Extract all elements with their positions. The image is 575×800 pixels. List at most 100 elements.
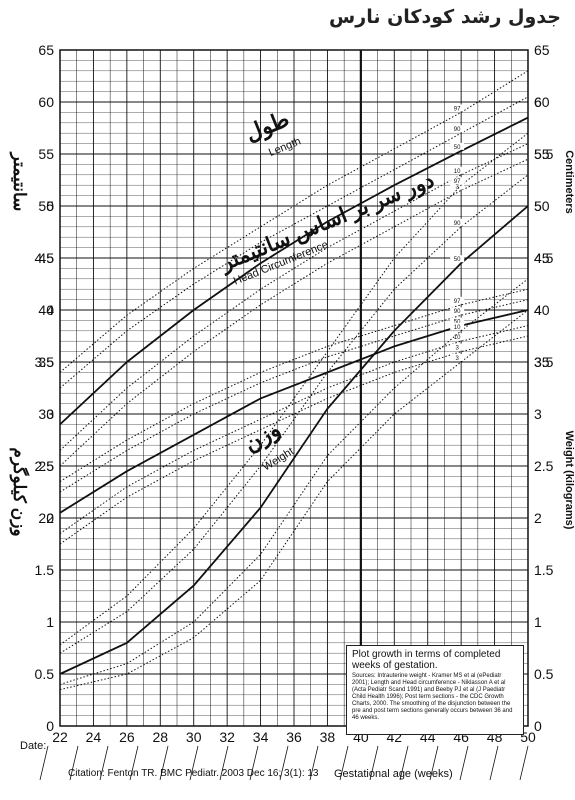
date-slot [429,745,439,781]
y-tick-cm-right: 65 [534,42,550,58]
right-axis-label-cm: Centimeters [563,150,575,214]
curve-weight-p90 [59,174,529,654]
percentile-label-bg [450,307,465,315]
y-tick-cm-left: 50 [38,198,54,214]
y-tick-cm-right: 35 [534,354,550,370]
curve-weight-p50 [59,205,529,675]
percentile-label-bg [450,177,465,185]
date-label: Date: [20,740,47,752]
percentile-label: 10 [454,169,461,175]
curve-length-p50 [59,116,529,426]
percentile-label-bg [450,333,465,341]
percentile-label: 10 [454,325,461,331]
x-tick-label: 30 [186,729,202,745]
x-tick-label: 28 [152,729,168,745]
y-tick-kg-right: 1.5 [534,562,554,578]
y-tick-cm-left: 35 [38,354,54,370]
curve-head-p3 [59,335,529,545]
percentile-label-bg [450,142,465,150]
x-tick-label: 34 [253,729,269,745]
y-tick-cm-left: 45 [38,250,54,266]
x-tick-label: 32 [219,729,235,745]
y-tick-kg-right: 4.5 [534,250,554,266]
y-tick-kg-left: 4 [46,302,54,318]
y-tick-kg-left: 2.5 [35,458,55,474]
percentile-label: 3 [455,346,459,352]
y-tick-cm-right: 60 [534,94,550,110]
date-slot [99,745,109,781]
curve-head-p50 [59,309,529,514]
percentile-label-bg [450,354,465,361]
curve-head-p90 [59,299,529,493]
percentile-label-bg [450,182,465,190]
y-tick-kg-left: 1 [46,614,54,630]
y-tick-kg-right: 2.5 [534,458,554,474]
date-slot [129,745,139,781]
y-tick-kg-right: 2 [534,510,542,526]
percentile-label-bg [450,255,465,263]
percentile-label: 3 [455,356,459,362]
percentile-label: 97 [454,106,461,112]
y-tick-kg-right: 3 [534,406,542,422]
date-slot [339,745,349,781]
percentile-label-bg [450,104,465,112]
percentile-label-bg [450,296,465,304]
y-tick-cm-right: 45 [534,250,550,266]
date-slot [309,745,319,781]
percentile-label-bg [450,125,465,133]
date-slot [39,745,49,781]
y-tick-cm-left: 65 [38,42,54,58]
date-slot [69,745,79,781]
x-tick-label: 50 [520,729,536,745]
y-tick-kg-left: 3 [46,406,54,422]
date-slot [249,745,259,781]
y-tick-cm-left: 25 [38,458,54,474]
y-tick-kg-left: 1.5 [35,562,55,578]
right-axis-label-kg: Weight (kilograms) [563,431,575,530]
left-axis-label-kg: وزن کیلوگرم [9,447,30,536]
y-tick-kg-left: 0.5 [35,666,55,682]
date-slot [399,745,409,781]
y-tick-kg-right: 1 [534,614,542,630]
y-tick-kg-left: 5 [46,198,54,214]
date-slot [279,745,289,781]
y-tick-kg-right: 5.5 [534,146,554,162]
curve-length-p3 [59,158,529,467]
y-tick-cm-right: 50 [534,198,550,214]
curve-head-p10 [59,325,529,535]
y-tick-kg-left: 0 [46,718,54,734]
curve-length-p97 [59,70,529,373]
source-note: Plot growth in terms of completed weeks … [346,645,524,735]
note-body: Sources: Intrauterine weight - Kramer MS… [352,673,513,721]
note-heading: Plot growth in terms of completed weeks … [352,649,501,671]
curve-head-p97 [59,288,529,483]
date-slot [189,745,199,781]
curve-length-p90 [59,96,529,389]
percentile-label-bg [450,322,465,330]
left-axis-label-cm: سانتیمتر [9,151,29,212]
x-axis-title: Gestational age (weeks) [334,768,453,780]
y-tick-kg-left: 4.5 [35,250,55,266]
y-tick-cm-left: 20 [38,510,54,526]
percentile-label-bg [450,343,465,351]
y-tick-cm-left: 30 [38,406,54,422]
percentile-label: 10 [454,335,461,341]
percentile-label: 3 [455,184,459,190]
curve-length-p10 [59,143,529,451]
y-tick-kg-right: 0.5 [534,666,554,682]
curve-weight-p97 [59,132,529,646]
x-tick-label: 26 [119,729,135,745]
y-tick-kg-left: 2 [46,510,54,526]
y-tick-kg-right: 3.5 [534,354,554,370]
x-tick-label: 22 [52,729,68,745]
percentile-label: 97 [454,179,461,185]
x-tick-label: 38 [320,729,336,745]
y-tick-cm-left: 40 [38,302,54,318]
y-tick-kg-right: 4 [534,302,542,318]
date-slot [519,745,529,781]
y-tick-kg-right: 6 [534,94,542,110]
y-tick-kg-left: 3.5 [35,354,55,370]
date-slot [159,745,169,781]
percentile-label: 90 [454,221,461,227]
